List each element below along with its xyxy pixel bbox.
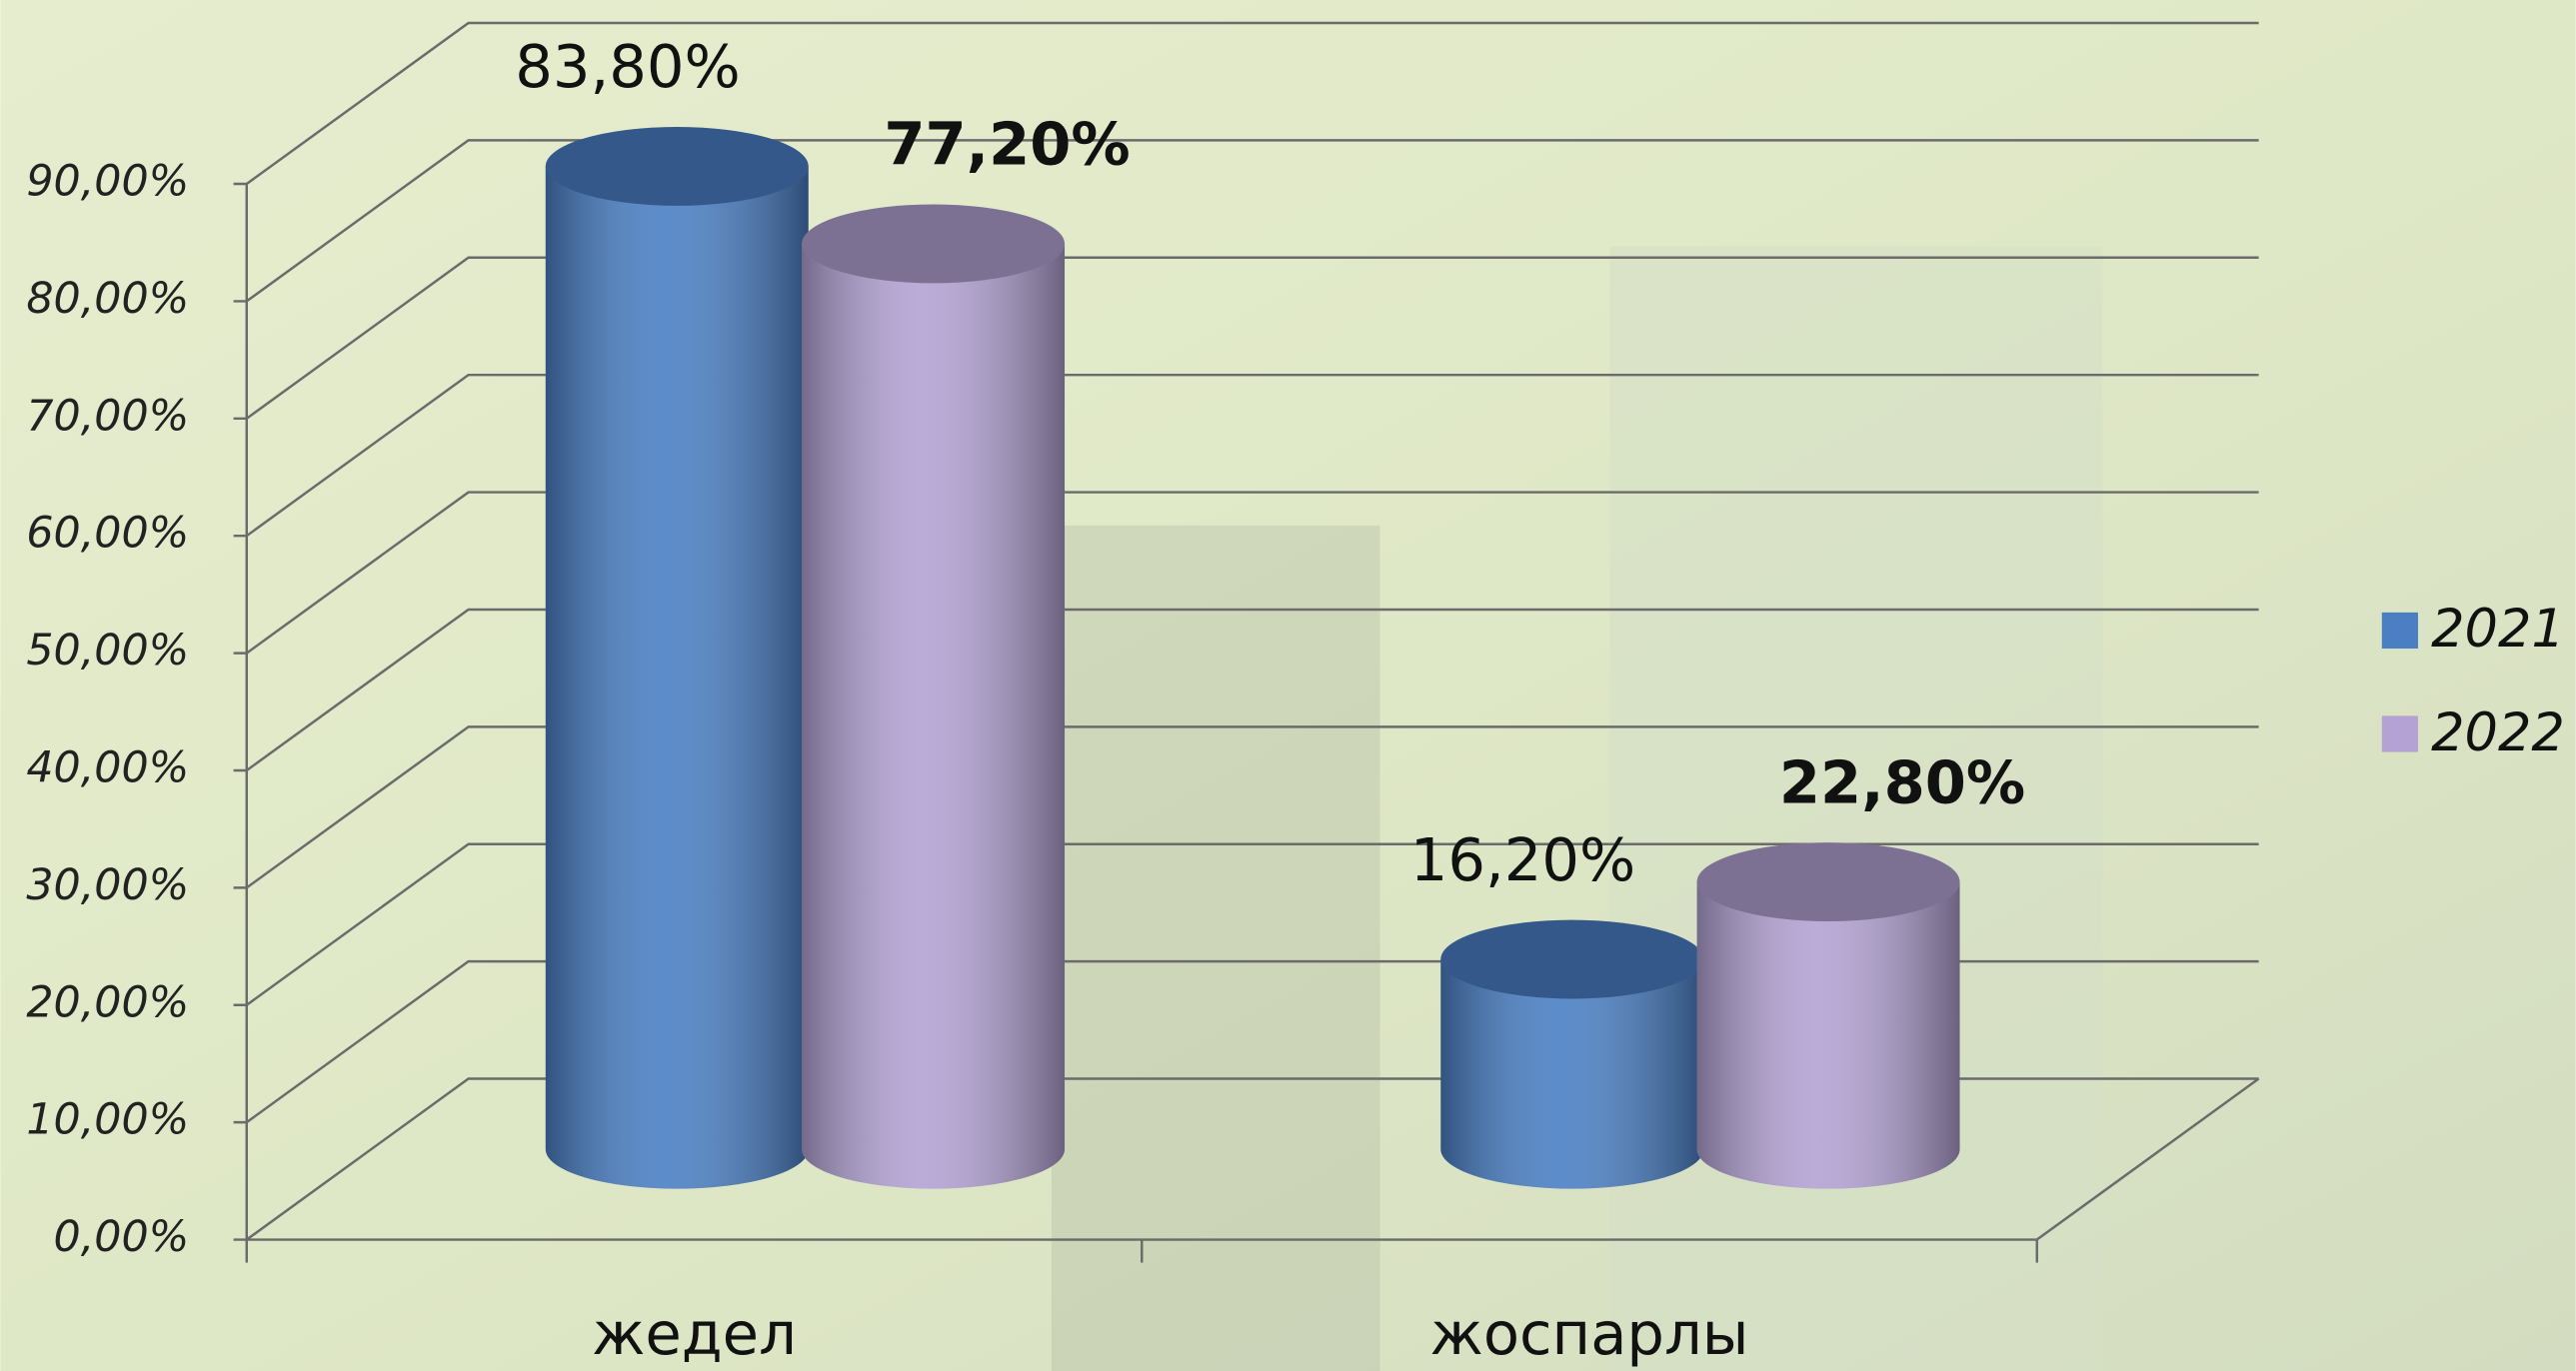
x-tick-label: жедел <box>592 1299 797 1368</box>
y-tick-label: 0,00% <box>54 1212 190 1262</box>
grid-line <box>233 491 2259 655</box>
legend-swatch <box>2381 715 2418 752</box>
bar-shade <box>1440 959 1704 1189</box>
y-tick-label: 30,00% <box>26 860 189 910</box>
x-tick-label: жоспарлы <box>1430 1299 1749 1368</box>
grid-line <box>233 139 2259 303</box>
grid-line <box>233 1077 2259 1241</box>
bar <box>545 127 809 1189</box>
bar-top <box>1440 919 1704 999</box>
grid-line <box>233 21 2259 186</box>
value-label: 77,20% <box>884 110 1130 179</box>
grid-line <box>233 959 2259 1124</box>
bar-top <box>545 127 809 206</box>
legend-swatch <box>2381 612 2418 650</box>
grid-line <box>233 608 2259 772</box>
bar-top <box>802 204 1066 284</box>
legend-label: 2022 <box>2431 702 2565 763</box>
bar <box>1696 842 1960 1189</box>
bar-top-shade <box>545 127 809 206</box>
bar <box>1440 919 1704 1189</box>
grid-line <box>233 842 2259 1007</box>
y-tick-label: 40,00% <box>26 742 189 792</box>
y-tick-label: 60,00% <box>26 509 189 559</box>
y-tick-label: 10,00% <box>26 1095 189 1145</box>
grid-line <box>233 725 2259 889</box>
grid-line <box>233 373 2259 538</box>
bar-shade <box>802 243 1066 1189</box>
y-tick-label: 70,00% <box>26 391 189 441</box>
y-tick-label: 20,00% <box>26 977 189 1027</box>
y-tick-label: 80,00% <box>26 274 189 324</box>
floor-edge <box>2036 1077 2260 1241</box>
bar-top-shade <box>802 204 1066 284</box>
bar <box>802 204 1066 1189</box>
y-tick-label: 90,00% <box>26 157 189 207</box>
bar-top <box>1696 842 1960 921</box>
bar-shade <box>545 166 809 1189</box>
bar-top-shade <box>1696 842 1960 921</box>
bar-top-shade <box>1440 919 1704 999</box>
background-shape <box>1051 525 1380 1371</box>
value-label: 22,80% <box>1779 747 2025 816</box>
legend-label: 2021 <box>2431 599 2565 660</box>
y-tick-label: 50,00% <box>26 626 189 676</box>
bar-shade <box>1696 881 1960 1189</box>
grid-line <box>233 256 2259 421</box>
value-label: 16,20% <box>1410 825 1636 894</box>
value-label: 83,80% <box>515 32 741 101</box>
